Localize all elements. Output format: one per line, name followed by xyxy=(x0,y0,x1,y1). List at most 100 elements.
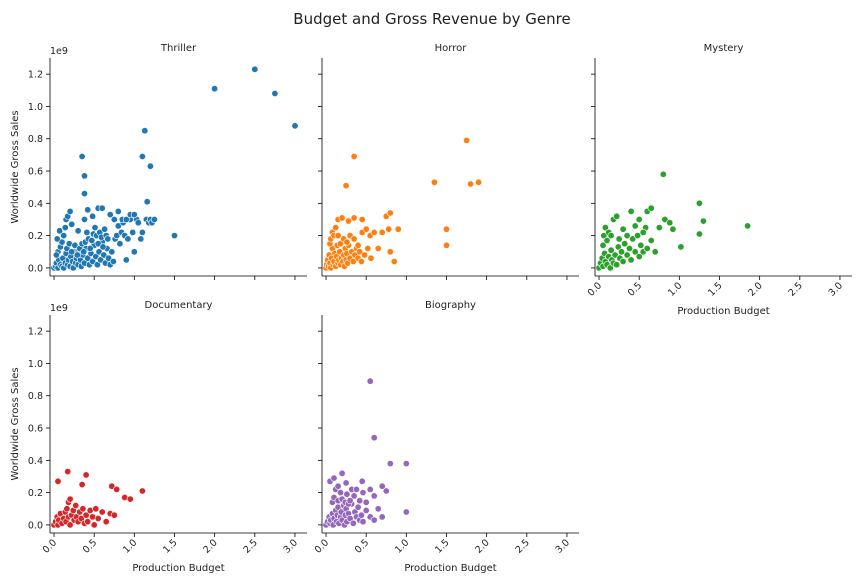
data-point-horror xyxy=(475,178,483,186)
data-point-mystery xyxy=(629,235,637,243)
data-point-biography xyxy=(343,490,351,498)
data-point-biography xyxy=(334,482,342,490)
data-point-biography xyxy=(349,519,357,527)
data-point-horror xyxy=(378,228,386,236)
facet-mystery: Mystery 0.0 0.5 1.0 1.5 2.0 2.5 3.0 Production B… xyxy=(586,43,852,317)
data-point-horror xyxy=(357,257,365,265)
facet-horror: Horror xyxy=(318,43,579,280)
data-point-thriller xyxy=(150,216,158,224)
data-point-horror xyxy=(390,257,398,265)
data-point-mystery xyxy=(744,222,752,230)
data-point-horror xyxy=(336,240,344,248)
data-point-horror xyxy=(332,224,340,232)
data-point-thriller xyxy=(60,232,68,240)
data-point-mystery xyxy=(611,251,619,259)
data-point-horror xyxy=(358,216,366,224)
x-tick-label: 0.5 xyxy=(626,280,644,298)
data-point-thriller xyxy=(61,224,69,232)
data-point-mystery xyxy=(661,216,669,224)
data-point-biography xyxy=(354,503,362,511)
data-point-horror xyxy=(442,225,450,233)
data-point-mystery xyxy=(655,224,663,232)
data-point-mystery xyxy=(619,257,627,265)
data-point-documentary xyxy=(66,521,74,529)
data-point-mystery xyxy=(603,237,611,245)
data-point-mystery xyxy=(623,232,631,240)
data-point-thriller xyxy=(134,219,142,227)
data-point-thriller xyxy=(143,198,151,206)
data-point-biography xyxy=(338,469,346,477)
x-axis-label: Production Budget xyxy=(677,306,769,317)
data-point-thriller xyxy=(92,253,100,261)
data-point-mystery xyxy=(637,241,645,249)
data-point-documentary xyxy=(63,505,71,513)
data-point-thriller xyxy=(138,228,146,236)
y-tick-label: 1.0 xyxy=(28,102,43,113)
data-point-horror xyxy=(463,136,471,144)
data-point-mystery xyxy=(607,246,615,254)
data-point-biography xyxy=(362,506,370,514)
data-point-mystery xyxy=(607,232,615,240)
data-point-mystery xyxy=(647,204,655,212)
data-point-horror xyxy=(367,254,375,262)
data-point-thriller xyxy=(100,251,108,259)
data-point-mystery xyxy=(659,170,667,178)
data-point-thriller xyxy=(74,227,82,235)
data-point-thriller xyxy=(95,248,103,256)
x-tick-label: 2.0 xyxy=(201,537,219,555)
data-point-biography xyxy=(374,505,382,513)
data-point-thriller xyxy=(98,204,106,212)
data-point-thriller xyxy=(78,153,86,161)
data-point-thriller xyxy=(53,235,61,243)
data-point-documentary xyxy=(108,482,116,490)
data-point-mystery xyxy=(615,235,623,243)
data-point-biography xyxy=(356,497,364,505)
data-point-thriller xyxy=(116,240,124,248)
data-point-documentary xyxy=(64,468,72,476)
data-point-thriller xyxy=(124,235,132,243)
figure-title: Budget and Gross Revenue by Genre xyxy=(293,10,570,28)
data-point-thriller xyxy=(94,240,102,248)
y-tick-label: 0.2 xyxy=(28,231,43,242)
data-point-documentary xyxy=(126,495,134,503)
data-point-documentary xyxy=(78,481,86,489)
x-tick-label: 0.5 xyxy=(353,537,371,555)
data-point-thriller xyxy=(56,227,64,235)
data-point-biography xyxy=(382,487,390,495)
data-point-documentary xyxy=(54,477,62,485)
data-point-biography xyxy=(366,377,374,385)
x-tick-label: 3.0 xyxy=(282,537,300,555)
data-point-thriller xyxy=(71,241,79,249)
facet-title: Documentary xyxy=(145,300,213,311)
data-point-mystery xyxy=(643,245,651,253)
x-axis-label: Production Budget xyxy=(404,563,496,574)
data-point-thriller xyxy=(271,90,279,98)
data-point-mystery xyxy=(677,243,685,251)
y-axis-label: Worldwide Gross Sales xyxy=(10,367,21,480)
data-point-horror xyxy=(386,248,394,256)
data-point-thriller xyxy=(104,235,112,243)
data-point-thriller xyxy=(86,245,94,253)
y-tick-label: 0.8 xyxy=(28,391,43,402)
data-point-thriller xyxy=(114,207,122,215)
data-point-thriller xyxy=(110,216,118,224)
data-point-biography xyxy=(359,518,367,526)
data-point-thriller xyxy=(68,220,76,228)
data-point-mystery xyxy=(631,222,639,230)
x-tick-label: 2.5 xyxy=(513,537,531,555)
data-point-horror xyxy=(350,153,358,161)
data-point-biography xyxy=(346,514,354,522)
data-point-mystery xyxy=(635,216,643,224)
data-point-horror xyxy=(356,248,364,256)
x-tick-label: 3.0 xyxy=(827,280,845,298)
x-tick-label: 2.5 xyxy=(786,280,804,298)
data-point-horror xyxy=(364,245,372,253)
x-tick-label: 2.0 xyxy=(746,280,764,298)
data-point-mystery xyxy=(635,253,643,261)
data-point-mystery xyxy=(621,240,629,248)
data-point-mystery xyxy=(695,199,703,207)
data-point-mystery xyxy=(695,230,703,238)
y-tick-label: 1.0 xyxy=(28,359,43,370)
facet-documentary: Documentary 0.0 0.2 0.4 0.6 0.8 1.0 1.2 0.0 0.5 1.… xyxy=(10,300,307,574)
data-point-biography xyxy=(370,516,378,524)
